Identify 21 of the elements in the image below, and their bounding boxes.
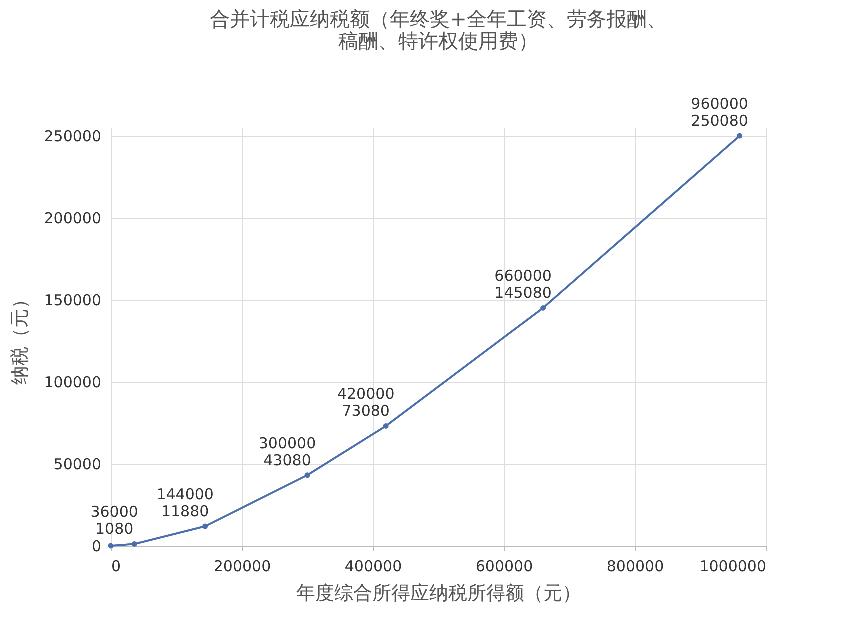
x-tick-label: 400000: [344, 558, 402, 576]
x-tick-label: 1000000: [700, 558, 766, 576]
x-axis-title: 年度综合所得应纳税所得额（元）: [296, 582, 582, 604]
data-label: 420000 73080: [337, 385, 395, 420]
x-tick-label: 200000: [214, 558, 272, 576]
y-tick-label: 100000: [44, 374, 102, 392]
y-tick-label: 250000: [44, 128, 102, 146]
y-tick-label: 150000: [44, 292, 102, 310]
x-tick-label: 600000: [476, 558, 534, 576]
data-label: 960000 250080: [691, 95, 748, 130]
chart-title: 合并计税应纳税额（年终奖+全年工资、劳务报酬、稿酬、特许权使用费）: [210, 7, 667, 54]
y-axis-title: 纳税（元）: [9, 290, 32, 385]
y-tick-label: 0: [92, 538, 102, 556]
data-label: 36000 1080: [90, 503, 138, 538]
data-label: 300000 43080: [258, 434, 316, 470]
x-tick-label: 0: [112, 558, 122, 576]
y-tick-label: 50000: [54, 456, 102, 474]
data-label: 660000 145080: [494, 267, 552, 302]
y-tick-label: 200000: [44, 210, 102, 228]
x-tick-label: 800000: [606, 558, 664, 576]
data-label: 144000 11880: [156, 486, 214, 521]
